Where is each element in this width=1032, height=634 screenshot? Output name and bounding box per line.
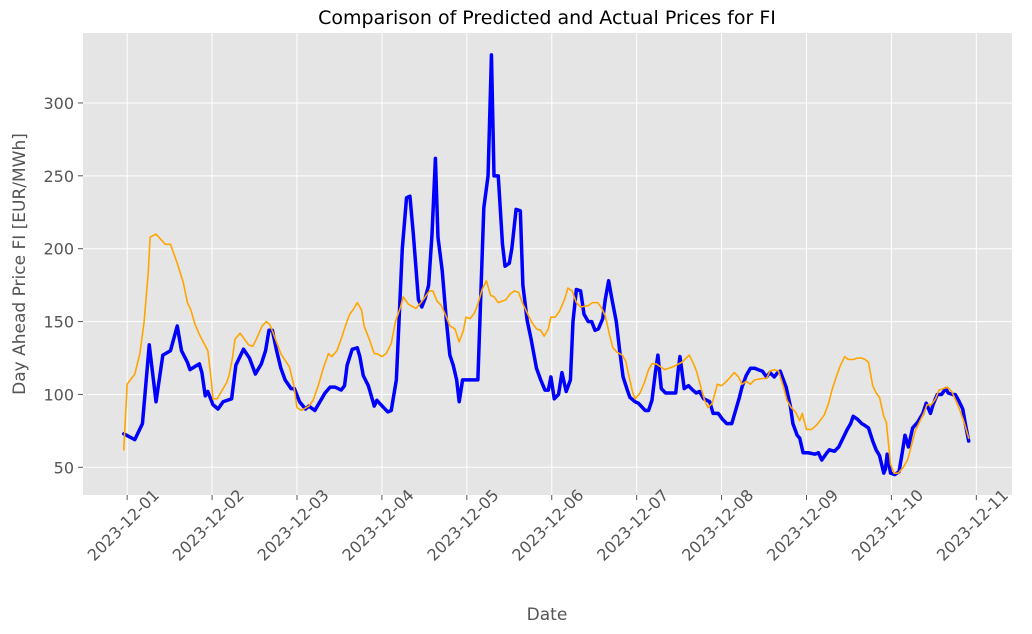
series-line xyxy=(122,233,970,474)
x-tick-label: 2023-12-01 xyxy=(84,486,163,565)
x-tick-label: 2023-12-05 xyxy=(423,486,502,565)
x-tick-label: 2023-12-10 xyxy=(848,486,927,565)
plot-area xyxy=(83,33,1012,495)
x-tick-label: 2023-12-03 xyxy=(254,486,333,565)
y-axis-label: Day Ahead Price FI [EUR/MWh] xyxy=(10,133,30,395)
y-tick-label: 200 xyxy=(43,240,74,259)
x-tick-label: 2023-12-11 xyxy=(933,486,1012,565)
x-tick-label: 2023-12-02 xyxy=(169,486,248,565)
y-tick-label: 100 xyxy=(43,385,74,404)
y-tick-label: 300 xyxy=(43,94,74,113)
x-tick-label: 2023-12-07 xyxy=(593,486,672,565)
y-tick-label: 50 xyxy=(54,458,74,477)
x-tick-label: 2023-12-09 xyxy=(763,486,842,565)
series-layer xyxy=(122,53,971,477)
x-axis-label: Date xyxy=(527,605,568,625)
chart-title: Comparison of Predicted and Actual Price… xyxy=(318,7,776,29)
x-tick-label: 2023-12-04 xyxy=(338,486,417,565)
y-tick-label: 150 xyxy=(43,313,74,332)
x-tick-label: 2023-12-08 xyxy=(678,486,757,565)
y-tick-label: 250 xyxy=(43,167,74,186)
x-tick-label: 2023-12-06 xyxy=(508,486,587,565)
